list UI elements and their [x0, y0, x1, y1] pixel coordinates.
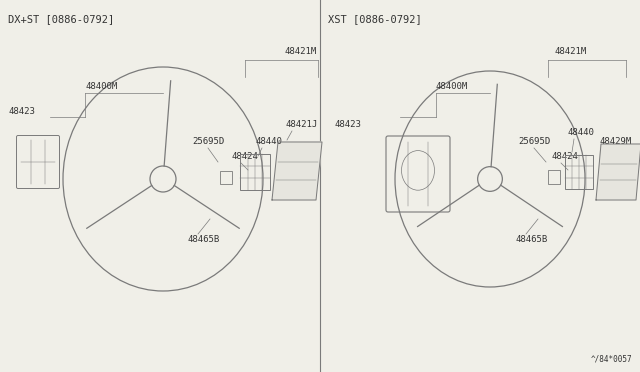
Text: 25695D: 25695D: [192, 137, 224, 146]
Text: 48440: 48440: [256, 137, 283, 146]
Text: 48465B: 48465B: [188, 235, 220, 244]
Text: 48423: 48423: [335, 120, 362, 129]
Bar: [220, 170, 232, 183]
Bar: [565, 155, 593, 189]
Text: 48424: 48424: [232, 152, 259, 161]
Text: 25695D: 25695D: [518, 137, 550, 146]
Bar: [240, 154, 270, 190]
Text: 48421M: 48421M: [285, 47, 317, 56]
Text: 48400M: 48400M: [85, 82, 117, 91]
Text: 48400M: 48400M: [436, 82, 468, 91]
Text: 48465B: 48465B: [516, 235, 548, 244]
Text: ^/84*0057: ^/84*0057: [590, 355, 632, 364]
Text: 48440: 48440: [568, 128, 595, 137]
Polygon shape: [596, 144, 640, 200]
Polygon shape: [272, 142, 322, 200]
Text: 48421J: 48421J: [286, 120, 318, 129]
Text: DX+ST [0886-0792]: DX+ST [0886-0792]: [8, 14, 115, 24]
Text: 48423: 48423: [8, 107, 35, 116]
Bar: [548, 170, 560, 184]
Text: 48424: 48424: [552, 152, 579, 161]
Text: 48429M: 48429M: [600, 137, 632, 146]
Text: XST [0886-0792]: XST [0886-0792]: [328, 14, 422, 24]
Text: 48421M: 48421M: [555, 47, 588, 56]
